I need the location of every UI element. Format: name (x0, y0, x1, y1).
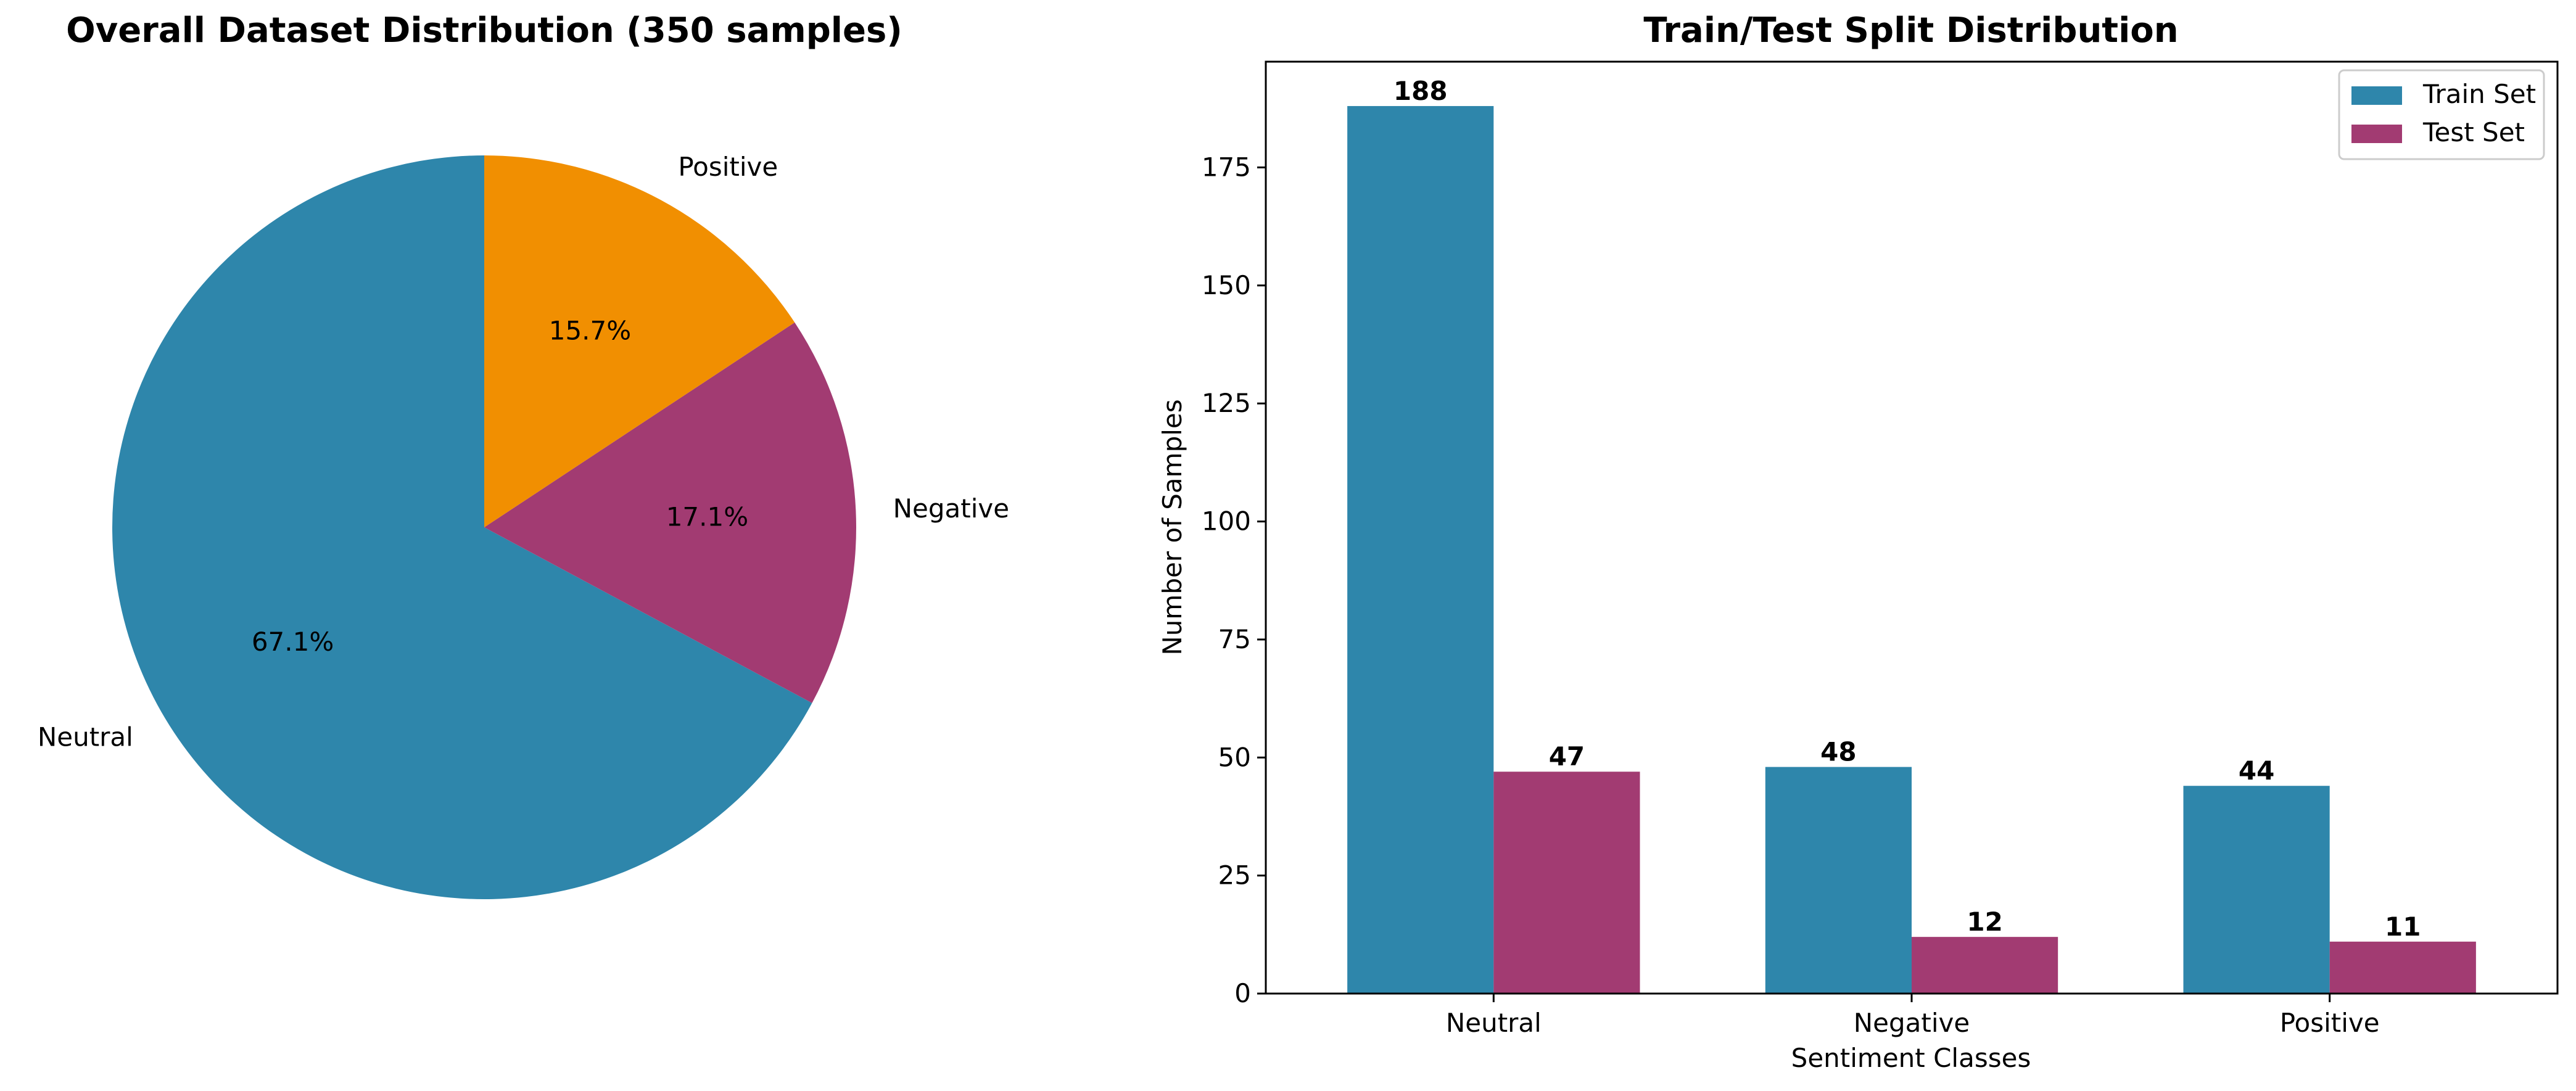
bar-train-set-neutral (1347, 105, 1494, 994)
pie-percent-neutral: 67.1% (252, 627, 334, 657)
legend-swatch-test-set (2351, 125, 2402, 143)
bar-test-set-neutral (1493, 772, 1640, 994)
legend-label-train-set: Train Set (2422, 79, 2536, 109)
pie-title: Overall Dataset Distribution (350 sample… (66, 10, 902, 51)
legend-swatch-train-set (2351, 86, 2402, 105)
bar-test-set-negative (1912, 937, 2058, 994)
pie-chart: Overall Dataset Distribution (350 sample… (38, 10, 1009, 899)
bar-title: Train/Test Split Distribution (1643, 10, 2178, 51)
y-tick-label: 125 (1202, 388, 1251, 418)
pie-percent-positive: 15.7% (549, 315, 631, 345)
bar-train-set-positive (2183, 786, 2330, 994)
bar-value-label: 48 (1820, 737, 1856, 767)
pie-percent-negative: 17.1% (666, 502, 748, 532)
y-tick-label: 0 (1234, 978, 1251, 1008)
bar-chart: Train/Test Split Distribution 188 48 44 47 1… (1157, 10, 2559, 1073)
bar-train-set-negative (1765, 767, 1912, 994)
y-tick-label: 100 (1202, 506, 1251, 537)
pie-label-negative: Negative (893, 493, 1010, 524)
plot-frame (1265, 60, 2559, 995)
y-tick-label: 50 (1218, 742, 1251, 772)
bar-value-label: 11 (2385, 912, 2421, 942)
bar-test-set-positive (2329, 941, 2476, 994)
bar-value-label: 44 (2239, 755, 2274, 786)
legend-label-test-set: Test Set (2422, 117, 2525, 147)
bar-value-label: 12 (1967, 907, 2002, 937)
x-tick-label-negative: Negative (1854, 1008, 1970, 1038)
bar-value-label: 47 (1549, 741, 1585, 772)
pie-label-positive: Positive (678, 152, 778, 182)
x-axis-label: Sentiment Classes (1791, 1043, 2031, 1073)
x-tick-label-neutral: Neutral (1446, 1008, 1542, 1038)
y-tick-label: 150 (1202, 270, 1251, 300)
pie-slice-negative (484, 322, 856, 703)
pie-slice-neutral (112, 155, 812, 899)
y-axis: 0 25 50 75 100 125 150 175 (1202, 152, 1266, 1008)
y-tick-label: 25 (1218, 860, 1251, 891)
legend: Train Set Test Set (2338, 69, 2545, 160)
y-tick-label: 75 (1218, 624, 1251, 654)
x-axis: Neutral Negative Positive (1446, 994, 2380, 1038)
y-axis-label: Number of Samples (1157, 399, 1187, 655)
bar-value-label: 188 (1393, 76, 1448, 106)
pie-label-neutral: Neutral (38, 722, 133, 752)
x-tick-label-positive: Positive (2280, 1008, 2380, 1038)
y-tick-label: 175 (1202, 152, 1251, 182)
pie-slice-positive (484, 155, 795, 527)
